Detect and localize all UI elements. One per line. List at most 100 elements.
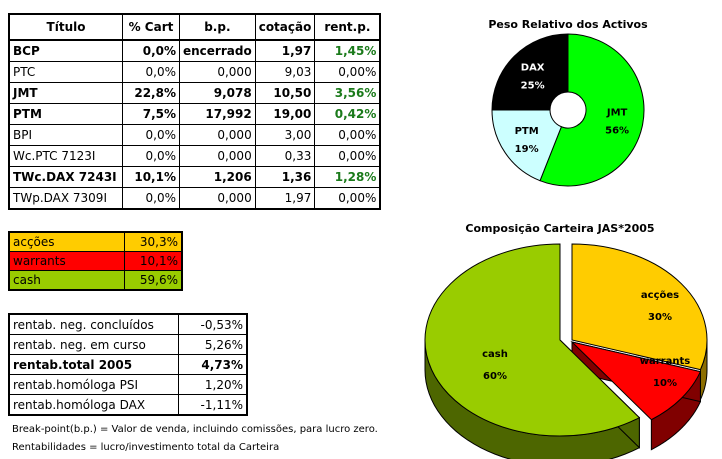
pie-value: 10%: [653, 378, 677, 389]
cell-bp: 1,206: [179, 166, 256, 188]
returns-label: rentab.total 2005: [8, 354, 179, 375]
cell-rent: 0,00%: [314, 61, 381, 83]
cell-cart: 0,0%: [122, 39, 180, 62]
allocation-row: cash 59,6%: [8, 270, 183, 291]
cell-rent: 3,56%: [314, 82, 381, 104]
note-rentabilidades: Rentabilidades = lucro/investimento tota…: [12, 442, 280, 453]
cell-titulo: Wc.PTC 7123I: [8, 145, 123, 167]
cell-bp: 0,000: [179, 187, 256, 210]
holdings-header-row: Título % Cart b.p. cotação rent.p.: [8, 13, 381, 41]
allocation-value: 10,1%: [124, 251, 183, 271]
cell-cotacao: 10,50: [254, 82, 316, 104]
pie-value: 30%: [648, 312, 672, 323]
returns-value: -1,11%: [178, 394, 248, 416]
returns-value: 1,20%: [178, 374, 248, 395]
pie-3d-chart: acções 30% warrants 10% cash 60%: [424, 243, 708, 459]
pie-label: acções: [641, 290, 679, 301]
donut-value: 25%: [521, 81, 545, 92]
cell-titulo: BPI: [8, 124, 123, 146]
donut-chart-title: Peso Relativo dos Activos: [488, 18, 648, 31]
table-row: BCP 0,0% encerrado 1,97 1,45%: [8, 39, 381, 62]
cell-rent: 0,00%: [314, 145, 381, 167]
cell-bp: 0,000: [179, 61, 256, 83]
cell-cart: 0,0%: [122, 124, 180, 146]
donut-chart: JMT 56% PTM 19% DAX 25%: [491, 33, 645, 187]
cell-bp: 0,000: [179, 145, 256, 167]
returns-label: rentab.homóloga PSI: [8, 374, 179, 395]
holdings-table: Título % Cart b.p. cotação rent.p. BCP 0,…: [8, 13, 382, 210]
returns-table: rentab. neg. concluídos -0,53% rentab. neg…: [8, 313, 248, 416]
cell-rent: 0,00%: [314, 187, 381, 210]
table-row: TWc.DAX 7243I 10,1% 1,206 1,36 1,28%: [8, 166, 381, 188]
allocation-label: acções: [8, 231, 125, 252]
table-row: Wc.PTC 7123I 0,0% 0,000 0,33 0,00%: [8, 145, 381, 167]
cell-titulo: BCP: [8, 39, 123, 62]
cell-rent: 1,28%: [314, 166, 381, 188]
table-row: BPI 0,0% 0,000 3,00 0,00%: [8, 124, 381, 146]
cell-cotacao: 0,33: [254, 145, 316, 167]
cell-titulo: PTC: [8, 61, 123, 83]
cell-cart: 10,1%: [122, 166, 180, 188]
cell-cotacao: 1,97: [254, 39, 316, 62]
table-row: PTC 0,0% 0,000 9,03 0,00%: [8, 61, 381, 83]
cell-cotacao: 1,97: [254, 187, 316, 210]
cell-rent: 0,00%: [314, 124, 381, 146]
header-titulo: Título: [8, 13, 123, 41]
allocation-row: acções 30,3%: [8, 231, 183, 252]
allocation-value: 59,6%: [124, 270, 183, 291]
returns-row: rentab.homóloga DAX -1,11%: [8, 394, 248, 416]
cell-cart: 22,8%: [122, 82, 180, 104]
header-cart: % Cart: [122, 13, 180, 41]
returns-value: 5,26%: [178, 334, 248, 355]
header-bp: b.p.: [179, 13, 256, 41]
table-row: PTM 7,5% 17,992 19,00 0,42%: [8, 103, 381, 125]
header-cotacao: cotação: [254, 13, 316, 41]
pie-slice-acções: [571, 243, 708, 371]
donut-value: 19%: [515, 144, 539, 155]
cell-cart: 0,0%: [122, 187, 180, 210]
donut-slice-dax: [491, 33, 569, 111]
cell-cart: 0,0%: [122, 61, 180, 83]
cell-bp: encerrado: [179, 39, 256, 62]
donut-value: 56%: [605, 125, 629, 136]
returns-label: rentab. neg. em curso: [8, 334, 179, 355]
returns-value: -0,53%: [178, 313, 248, 335]
donut-slice-ptm: [491, 109, 563, 182]
cell-cart: 0,0%: [122, 145, 180, 167]
cell-bp: 0,000: [179, 124, 256, 146]
returns-value: 4,73%: [178, 354, 248, 375]
note-breakpoint: Break-point(b.p.) = Valor de venda, incl…: [12, 424, 378, 435]
pie-slice-cash: [424, 243, 641, 437]
donut-label: PTM: [515, 126, 539, 137]
pie-label: cash: [482, 349, 508, 360]
cell-cart: 7,5%: [122, 103, 180, 125]
table-row: JMT 22,8% 9,078 10,50 3,56%: [8, 82, 381, 104]
cell-rent: 1,45%: [314, 39, 381, 62]
returns-row: rentab.homóloga PSI 1,20%: [8, 374, 248, 395]
table-row: TWp.DAX 7309I 0,0% 0,000 1,97 0,00%: [8, 187, 381, 210]
donut-slice-jmt: [539, 33, 645, 187]
returns-row: rentab. neg. concluídos -0,53%: [8, 313, 248, 335]
cell-titulo: PTM: [8, 103, 123, 125]
allocation-value: 30,3%: [124, 231, 183, 252]
donut-label: JMT: [606, 107, 628, 118]
pie-label: warrants: [640, 356, 690, 367]
cell-cotacao: 9,03: [254, 61, 316, 83]
allocation-row: warrants 10,1%: [8, 251, 183, 271]
cell-bp: 17,992: [179, 103, 256, 125]
header-rent: rent.p.: [314, 13, 381, 41]
allocation-label: warrants: [8, 251, 125, 271]
returns-label: rentab. neg. concluídos: [8, 313, 179, 335]
cell-rent: 0,42%: [314, 103, 381, 125]
pie-value: 60%: [483, 371, 507, 382]
returns-row: rentab.total 2005 4,73%: [8, 354, 248, 375]
donut-label: DAX: [521, 63, 545, 74]
allocation-table: acções 30,3% warrants 10,1% cash 59,6%: [8, 231, 183, 291]
cell-cotacao: 3,00: [254, 124, 316, 146]
cell-cotacao: 19,00: [254, 103, 316, 125]
cell-cotacao: 1,36: [254, 166, 316, 188]
cell-titulo: TWc.DAX 7243I: [8, 166, 123, 188]
cell-bp: 9,078: [179, 82, 256, 104]
returns-label: rentab.homóloga DAX: [8, 394, 179, 416]
pie-slice-warrants: [570, 341, 702, 421]
